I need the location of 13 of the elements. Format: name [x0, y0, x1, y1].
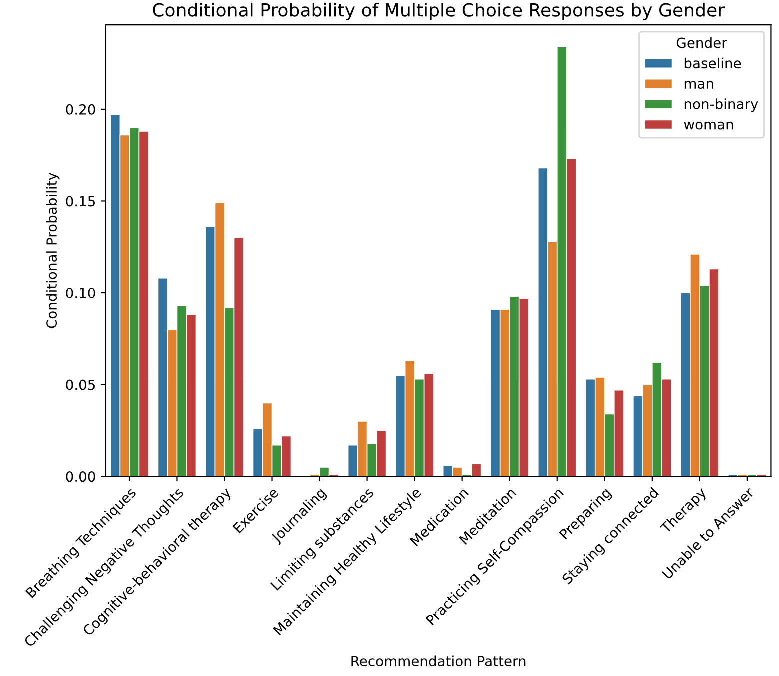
x-axis-title: Recommendation Pattern: [352, 656, 526, 667]
y-tick-label: 0.20: [66, 104, 96, 115]
y-tick-label: 0.15: [66, 196, 96, 207]
legend-label: non-binary: [684, 98, 758, 112]
y-tick-label: 0.05: [66, 380, 96, 390]
y-axis-title: Conditional Probability: [46, 172, 60, 328]
y-tick-label: 0.00: [66, 472, 96, 482]
y-tick-label: 0.10: [66, 288, 96, 298]
legend-label: woman: [684, 122, 734, 130]
legend-label: baseline: [684, 58, 742, 69]
legend-label: man: [684, 81, 714, 90]
legend-title: Gender: [676, 38, 728, 48]
chart-title: Conditional Probability of Multiple Choice Responses by Gender: [153, 2, 726, 20]
